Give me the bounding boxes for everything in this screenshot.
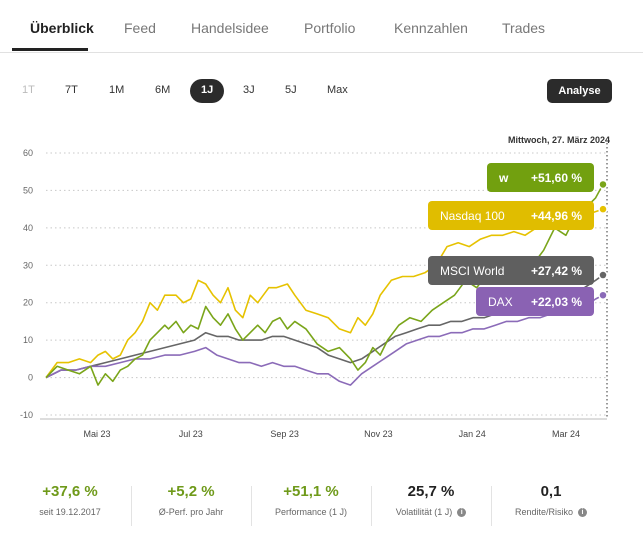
series-name-label: Nasdaq 100: [440, 209, 505, 223]
main-tab-bar: Überblick Feed Handelsidee Portfolio Ken…: [0, 0, 643, 53]
x-axis-tick-label: Mai 23: [83, 429, 110, 439]
series-line-1: [45, 208, 604, 379]
tab-kennzahlen[interactable]: Kennzahlen: [394, 20, 468, 36]
x-axis-tick-label: Nov 23: [364, 429, 393, 439]
y-axis-tick-label: -10: [20, 410, 33, 420]
range-1t[interactable]: 1T: [22, 84, 35, 96]
x-axis-tick-label: Jan 24: [459, 429, 486, 439]
active-range-pill: [190, 79, 224, 103]
tab-handelsidee[interactable]: Handelsidee: [191, 20, 269, 36]
series-value-label: +51,60 %: [531, 171, 582, 185]
series-end-marker: [598, 270, 608, 280]
stat-divider: [491, 486, 492, 526]
series-end-marker: [598, 179, 608, 190]
series-line-3: [45, 294, 604, 386]
stat-perf-per-year-value: +5,2 %: [167, 483, 215, 500]
range-3j[interactable]: 3J: [243, 84, 255, 96]
y-axis-tick-label: 20: [23, 298, 33, 308]
tab-trades[interactable]: Trades: [502, 20, 546, 36]
stat-since-start-label: seit 19.12.2017: [39, 507, 101, 517]
stat-return-risk-value: 0,1: [540, 483, 562, 500]
stat-performance-1j: +51,1 % Performance (1 J): [251, 483, 371, 517]
stat-divider: [131, 486, 132, 526]
range-1j[interactable]: 1J: [201, 84, 214, 96]
series-end-marker: [598, 290, 608, 300]
crosshair-date-label: Mittwoch, 27. März 2024: [508, 135, 610, 145]
stat-performance-1j-value: +51,1 %: [283, 483, 339, 500]
series-value-callout: [428, 201, 594, 230]
y-axis-tick-label: 50: [23, 185, 33, 195]
stat-volatility: 25,7 % Volatilität (1 J) i: [371, 483, 491, 518]
range-5j[interactable]: 5J: [285, 84, 297, 96]
series-name-label: MSCI World: [440, 264, 504, 278]
y-axis-tick-label: 60: [23, 148, 33, 158]
x-axis-tick-label: Mar 24: [552, 429, 580, 439]
stat-divider: [371, 486, 372, 526]
range-6m[interactable]: 6M: [155, 84, 171, 96]
y-axis-tick-label: 0: [28, 373, 33, 383]
y-axis-tick-label: 10: [23, 335, 33, 345]
series-value-label: +44,96 %: [531, 209, 582, 223]
series-end-marker: [598, 204, 608, 214]
x-axis-tick-label: Jul 23: [179, 429, 203, 439]
stat-volatility-value: 25,7 %: [407, 483, 455, 500]
stat-performance-1j-label: Performance (1 J): [274, 507, 348, 517]
series-value-label: +27,42 %: [531, 264, 582, 278]
series-value-callout: [428, 256, 594, 285]
tab-portfolio[interactable]: Portfolio: [304, 20, 356, 36]
y-axis-tick-label: 30: [23, 260, 33, 270]
range-7t[interactable]: 7T: [65, 84, 78, 96]
stat-perf-per-year-label: Ø-Perf. pro Jahr: [158, 507, 224, 517]
tab-ueberblick[interactable]: Überblick: [30, 20, 94, 36]
x-axis-tick-label: Sep 23: [270, 429, 299, 439]
stat-volatility-label: Volatilität (1 J): [395, 507, 453, 517]
stat-since-start-value: +37,6 %: [42, 483, 98, 500]
tab-feed[interactable]: Feed: [124, 20, 156, 36]
series-value-callout: [487, 163, 594, 192]
active-tab-indicator: [12, 48, 88, 51]
info-icon[interactable]: i: [578, 508, 588, 518]
stat-return-risk-label: Rendite/Risiko: [514, 507, 574, 517]
range-1m[interactable]: 1M: [109, 84, 125, 96]
series-name-label: w: [498, 171, 509, 185]
performance-chart[interactable]: 60 50 40 30 20 10 0 -10 Mai 23 Jul 23 Sep 23 Nov 23…: [0, 125, 643, 445]
stat-divider: [251, 486, 252, 526]
series-name-label: DAX: [488, 295, 513, 309]
range-max[interactable]: Max: [327, 84, 348, 96]
series-value-label: +22,03 %: [531, 295, 582, 309]
analyse-button[interactable]: Analyse: [547, 79, 612, 103]
info-icon[interactable]: i: [457, 508, 467, 518]
series-value-callout: [476, 287, 594, 316]
stat-since-start: +37,6 % seit 19.12.2017: [10, 483, 130, 517]
y-axis-tick-label: 40: [23, 223, 33, 233]
stat-return-risk: 0,1 Rendite/Risiko i: [491, 483, 611, 518]
stat-perf-per-year: +5,2 % Ø-Perf. pro Jahr: [131, 483, 251, 517]
